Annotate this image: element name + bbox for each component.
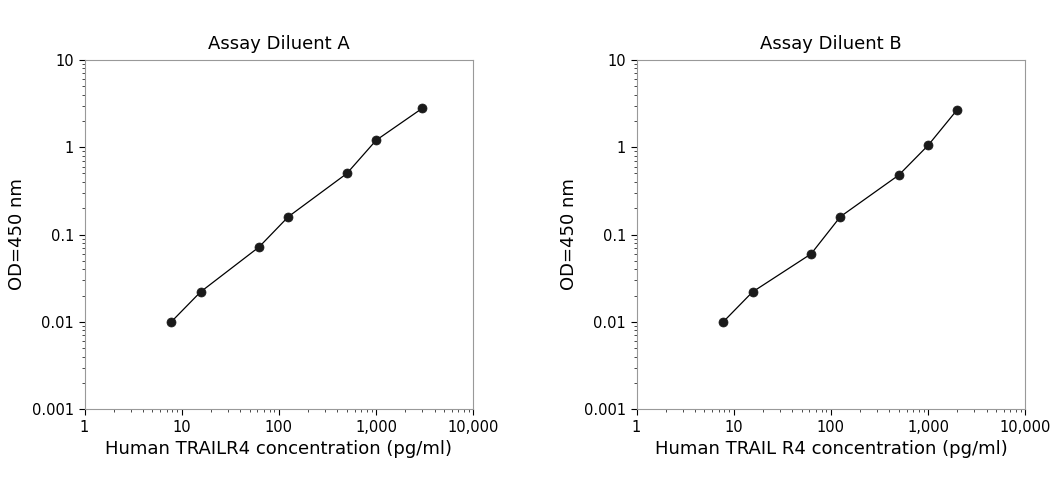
Y-axis label: OD=450 nm: OD=450 nm [8, 179, 26, 290]
Y-axis label: OD=450 nm: OD=450 nm [560, 179, 578, 290]
Title: Assay Diluent B: Assay Diluent B [760, 35, 902, 53]
X-axis label: Human TRAILR4 concentration (pg/ml): Human TRAILR4 concentration (pg/ml) [106, 440, 452, 458]
Title: Assay Diluent A: Assay Diluent A [208, 35, 350, 53]
X-axis label: Human TRAIL R4 concentration (pg/ml): Human TRAIL R4 concentration (pg/ml) [654, 440, 1007, 458]
